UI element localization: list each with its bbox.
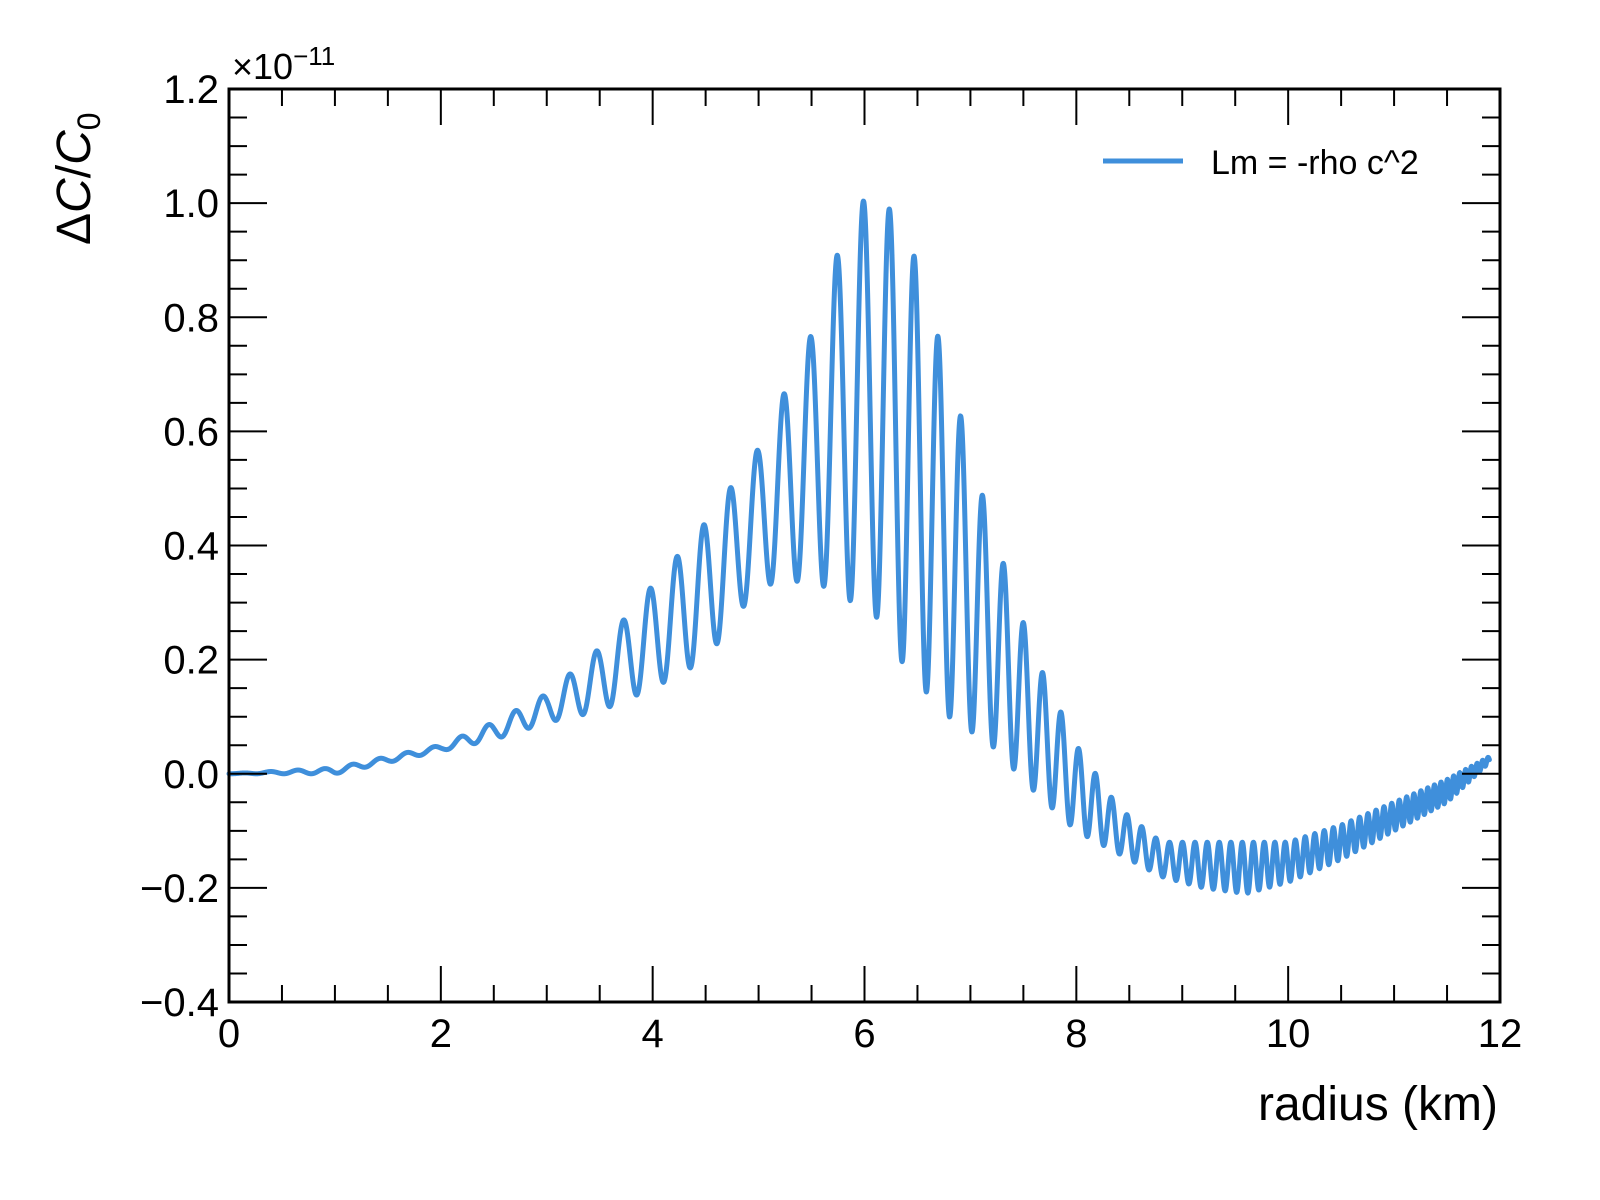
x-tick-label: 2: [430, 1012, 452, 1056]
series-line-lm: [226, 198, 1492, 896]
data-series-line: [226, 198, 1492, 896]
y-tick-label: −0.4: [140, 981, 219, 1025]
x-tick-label: 12: [1478, 1012, 1523, 1056]
x-tick-label: 0: [218, 1012, 240, 1056]
x-tick-label: 6: [853, 1012, 875, 1056]
x-tick-label: 4: [642, 1012, 664, 1056]
y-tick-label: 0.0: [163, 753, 219, 797]
y-tick-label: −0.2: [140, 867, 219, 911]
y-tick-label: 0.4: [163, 525, 219, 569]
y-tick-label: 1.0: [163, 182, 219, 226]
x-tick-label: 8: [1065, 1012, 1087, 1056]
y-multiplier: ×10−11: [232, 41, 335, 87]
plot-frame: [227, 87, 1502, 1004]
y-axis-title: ΔC/C0: [48, 112, 107, 245]
legend-label: Lm = -rho c^2: [1211, 144, 1419, 182]
x-tick-label: 10: [1266, 1012, 1311, 1056]
y-tick-label: 0.8: [163, 296, 219, 340]
y-tick-label: 1.2: [163, 68, 219, 112]
legend: Lm = -rho c^2: [1103, 144, 1419, 182]
y-tick-label: 0.6: [163, 410, 219, 454]
x-axis-title: radius (km): [1258, 1078, 1498, 1131]
tick-labels: 0 2 4 6 8 10 12 −0.4 −0.2 0.0 0.2 0.4 0.6 0.8 1.0 1.2: [140, 68, 1522, 1056]
y-tick-label: 0.2: [163, 639, 219, 683]
